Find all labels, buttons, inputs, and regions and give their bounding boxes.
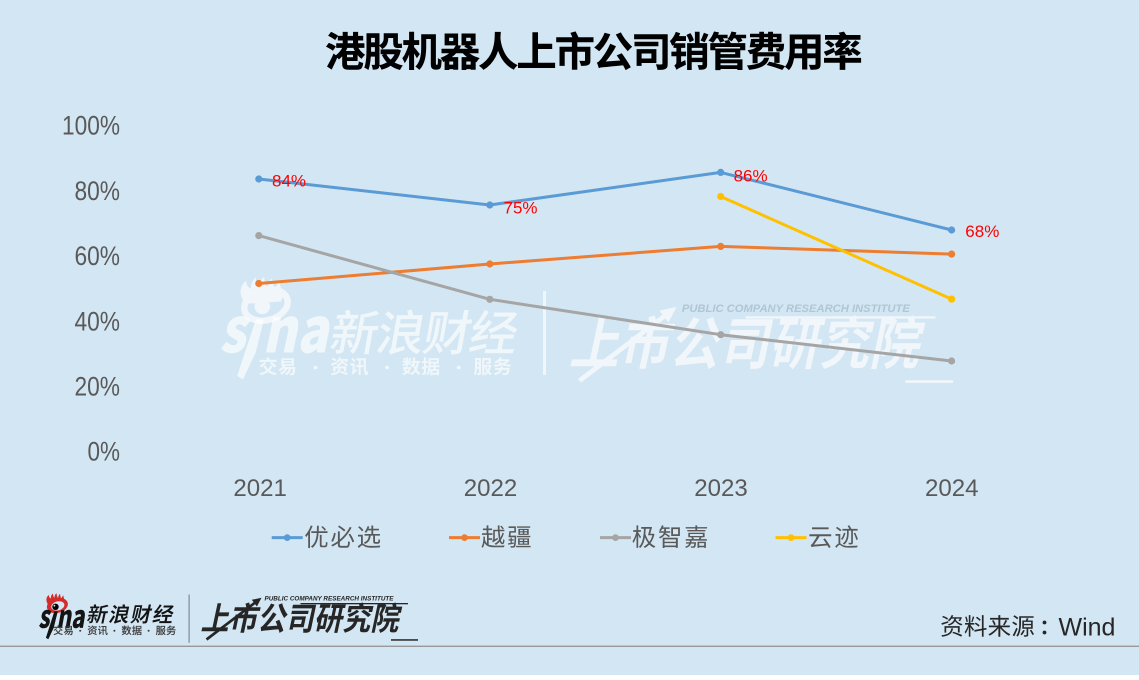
svg-text:PUBLIC COMPANY RESEARCH INSTIT: PUBLIC COMPANY RESEARCH INSTITUTE — [682, 303, 911, 315]
svg-text:68%: 68% — [965, 222, 999, 241]
svg-text:20%: 20% — [75, 372, 121, 402]
svg-text:Wind: Wind — [1059, 614, 1116, 642]
svg-text:0%: 0% — [88, 437, 121, 467]
svg-text:75%: 75% — [504, 198, 538, 217]
svg-text:60%: 60% — [75, 241, 121, 271]
svg-text:100%: 100% — [62, 111, 120, 141]
svg-text:86%: 86% — [734, 166, 768, 185]
svg-text:2022: 2022 — [464, 475, 518, 502]
svg-text:40%: 40% — [75, 306, 121, 336]
svg-text:80%: 80% — [75, 176, 121, 206]
svg-text:2024: 2024 — [925, 475, 979, 502]
svg-text:PUBLIC COMPANY RESEARCH INSTIT: PUBLIC COMPANY RESEARCH INSTITUTE — [265, 597, 395, 603]
svg-text:2021: 2021 — [233, 475, 287, 502]
svg-text:2023: 2023 — [694, 475, 748, 502]
svg-text:84%: 84% — [272, 172, 306, 191]
